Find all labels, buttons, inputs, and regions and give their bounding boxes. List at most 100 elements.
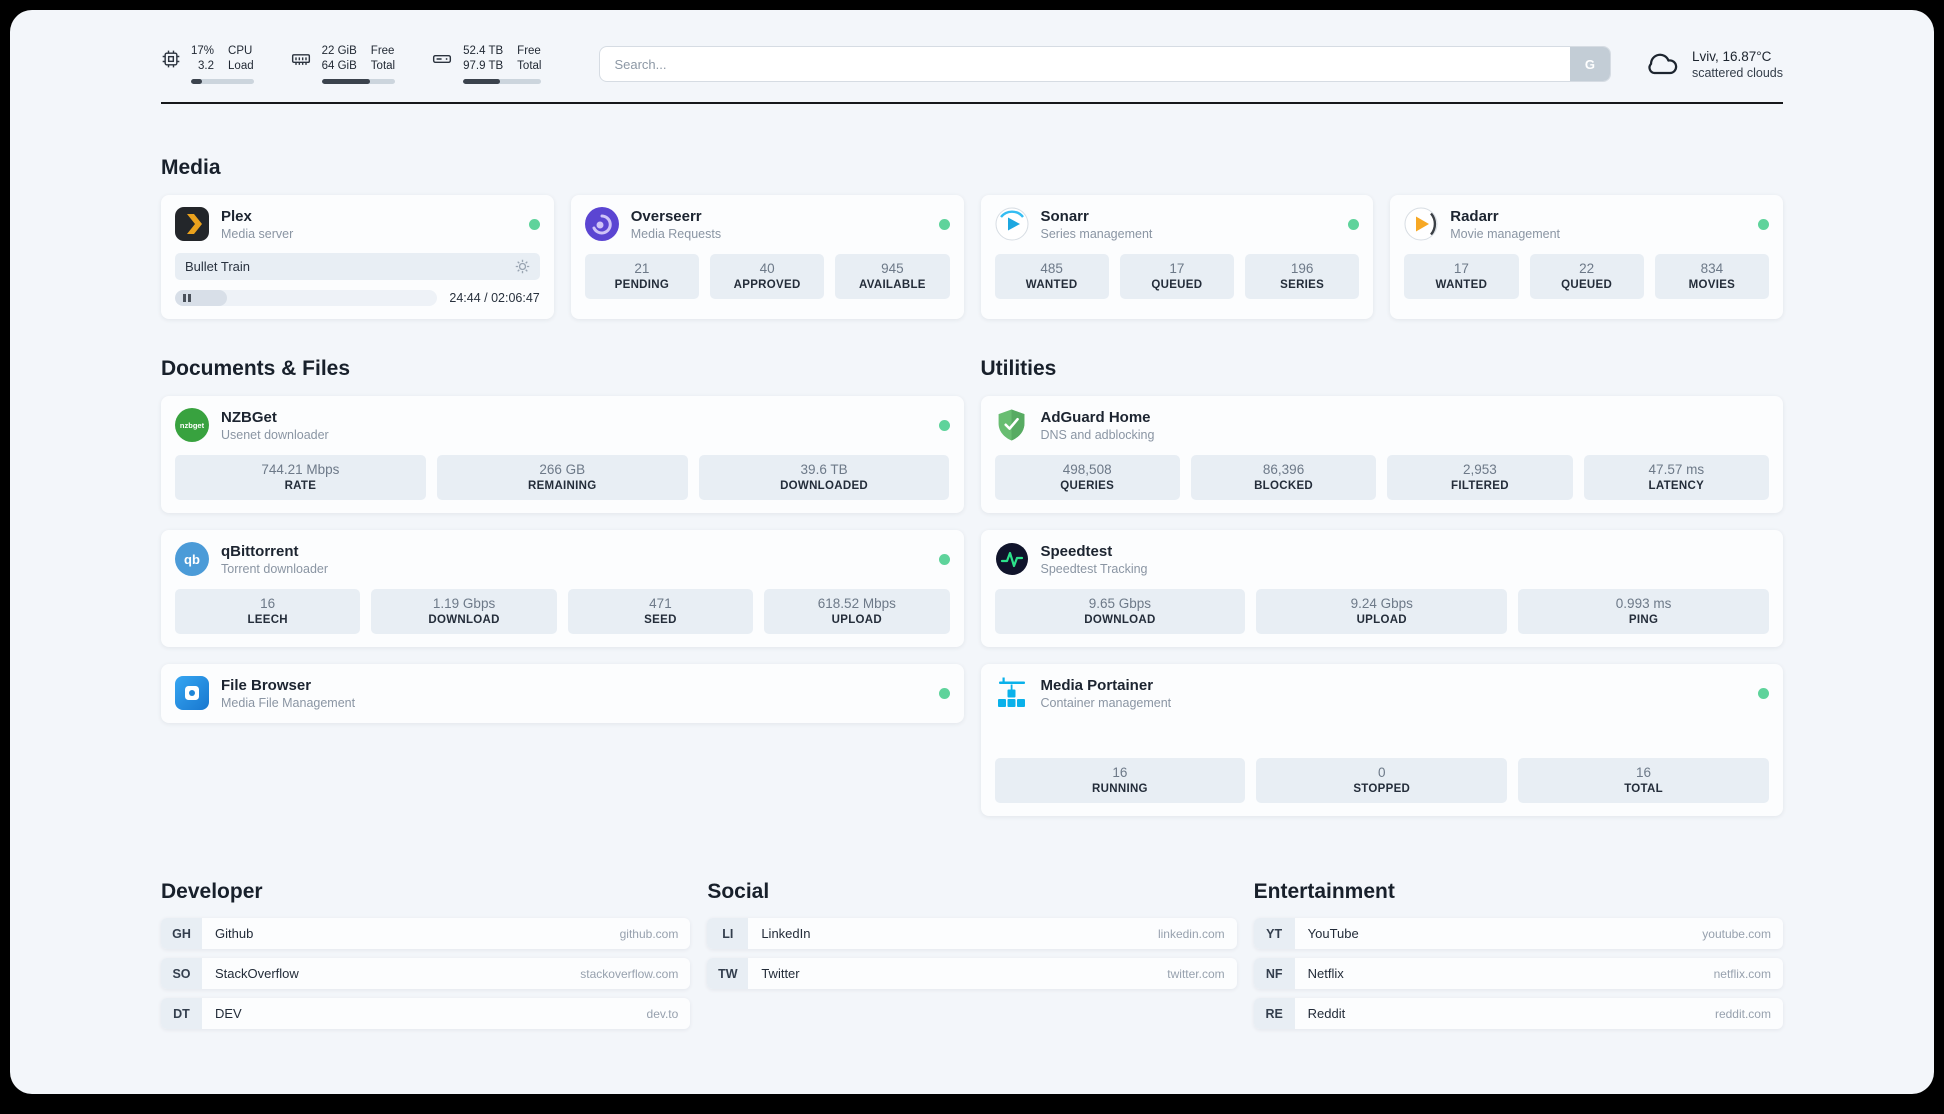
bookmark-github[interactable]: GH Github github.com — [161, 918, 691, 949]
stat-queries: 498,508 QUERIES — [994, 455, 1180, 500]
bookmark-url: linkedin.com — [1157, 926, 1225, 941]
service-card-plex[interactable]: Plex Media server Bullet Train — [161, 195, 554, 319]
service-name: Media Portainer — [1040, 676, 1154, 694]
bookmark-name: Netflix — [1307, 966, 1344, 981]
ram-progress-bar — [321, 79, 396, 84]
cpu-metric: 17% 3.2 CPU Load — [161, 44, 254, 84]
service-name: qBittorrent — [221, 542, 299, 560]
playback-progress-fill — [175, 290, 228, 306]
status-dot — [938, 218, 950, 230]
stat-filtered: 2,953 FILTERED — [1387, 455, 1573, 500]
stat-upload: 618.52 Mbps UPLOAD — [764, 589, 950, 634]
service-card-overseerr[interactable]: Overseerr Media Requests 21 PENDING 40 A… — [570, 195, 964, 319]
service-card-qbittorrent[interactable]: qb qBittorrent Torrent downloader 16 LEE… — [161, 530, 964, 647]
stat-stopped: 0 STOPPED — [1256, 758, 1508, 803]
stat-movies: 834 MOVIES — [1654, 254, 1769, 299]
pause-icon[interactable] — [183, 294, 191, 302]
bookmark-name: Github — [215, 926, 254, 941]
bookmark-abbr: SO — [161, 958, 202, 989]
bookmark-abbr: TW — [707, 958, 749, 989]
status-dot — [1758, 687, 1769, 699]
bookmark-name: DEV — [215, 1006, 242, 1021]
section-title-documents: Documents & Files — [161, 357, 351, 380]
service-card-sonarr[interactable]: Sonarr Series management 485 WANTED 17 Q… — [980, 195, 1374, 319]
stat-latency: 47.57 ms LATENCY — [1583, 455, 1769, 500]
bookmark-linkedin[interactable]: LI LinkedIn linkedin.com — [707, 918, 1237, 949]
service-name: AdGuard Home — [1040, 408, 1151, 426]
service-name: Sonarr — [1040, 207, 1089, 225]
speedtest-icon — [995, 542, 1029, 576]
stat-download: 9.65 Gbps DOWNLOAD — [994, 589, 1246, 634]
service-subtitle: Media File Management — [221, 695, 356, 710]
utilities-column: Utilities AdGuard Home DNS and adblockin… — [980, 357, 1783, 816]
gear-icon[interactable] — [515, 259, 530, 274]
stat-wanted: 17 WANTED — [1404, 254, 1519, 299]
entertainment-column: Entertainment YT YouTube youtube.com NF … — [1253, 880, 1783, 1029]
bookmark-youtube[interactable]: YT YouTube youtube.com — [1253, 918, 1783, 949]
stat-ping: 0.993 ms PING — [1518, 589, 1769, 634]
bookmark-abbr: DT — [161, 998, 202, 1029]
service-card-adguard[interactable]: AdGuard Home DNS and adblocking 498,508 … — [980, 396, 1783, 513]
search-input[interactable] — [599, 46, 1611, 82]
bookmark-twitter[interactable]: TW Twitter twitter.com — [707, 958, 1237, 989]
stat-queued: 17 QUEUED — [1119, 254, 1234, 299]
stat-seed: 471 SEED — [567, 589, 754, 634]
bookmark-abbr: RE — [1253, 998, 1295, 1029]
ram-metric: 22 GiB 64 GiB Free Total — [290, 44, 396, 84]
radarr-icon — [1404, 207, 1438, 241]
status-dot — [938, 687, 950, 699]
ram-total-value: 64 GiB — [321, 60, 357, 72]
bookmark-stackoverflow[interactable]: SO StackOverflow stackoverflow.com — [161, 958, 691, 989]
ram-label-1: Free — [370, 45, 395, 57]
bookmark-abbr: YT — [1253, 918, 1295, 949]
bookmark-netflix[interactable]: NF Netflix netflix.com — [1253, 958, 1783, 989]
service-card-speedtest[interactable]: Speedtest Speedtest Tracking 9.65 Gbps D… — [980, 530, 1783, 647]
service-card-portainer[interactable]: Media Portainer Container management 16 … — [980, 664, 1783, 816]
stat-approved: 40 APPROVED — [710, 254, 825, 299]
stat-downloaded: 39.6 TB DOWNLOADED — [698, 455, 950, 500]
service-card-filebrowser[interactable]: File Browser Media File Management — [161, 664, 964, 723]
disk-label-1: Free — [517, 45, 541, 57]
service-name: NZBGet — [221, 408, 277, 426]
qbittorrent-icon: qb — [175, 542, 209, 576]
plex-icon — [175, 207, 209, 241]
bookmark-dev[interactable]: DT DEV dev.to — [161, 998, 691, 1029]
stat-total: 16 TOTAL — [1518, 758, 1769, 803]
bookmark-abbr: GH — [161, 918, 202, 949]
service-card-nzbget[interactable]: nzbget NZBGet Usenet downloader 744.21 M… — [161, 396, 964, 513]
bookmark-abbr: NF — [1253, 958, 1295, 989]
adguard-icon — [995, 408, 1029, 442]
weather-condition: scattered clouds — [1691, 65, 1783, 80]
service-subtitle: Movie management — [1450, 226, 1561, 241]
service-card-radarr[interactable]: Radarr Movie management 17 WANTED 22 QUE… — [1390, 195, 1783, 319]
service-name: Overseerr — [630, 207, 702, 225]
social-column: Social LI LinkedIn linkedin.com TW Twitt… — [707, 880, 1237, 1029]
section-title-entertainment: Entertainment — [1253, 880, 1395, 903]
stat-remaining: 266 GB REMAINING — [436, 455, 688, 500]
dashboard-page: 17% 3.2 CPU Load — [10, 10, 1934, 1094]
disk-label-2: Total — [517, 60, 542, 72]
playback-progress-track[interactable] — [175, 290, 438, 306]
stat-blocked: 86,396 BLOCKED — [1190, 455, 1377, 500]
bookmark-reddit[interactable]: RE Reddit reddit.com — [1253, 998, 1783, 1029]
status-dot — [938, 419, 950, 431]
bookmark-name: LinkedIn — [761, 926, 811, 941]
service-subtitle: Usenet downloader — [221, 427, 329, 442]
weather-location: Lviv, 16.87°C — [1691, 48, 1772, 64]
service-name: Plex — [221, 207, 252, 225]
disk-total-value: 97.9 TB — [463, 60, 504, 72]
service-subtitle: Media Requests — [630, 226, 722, 241]
topbar-divider — [161, 102, 1783, 104]
stat-running: 16 RUNNING — [994, 758, 1246, 803]
disk-icon — [431, 49, 453, 69]
search-engine-button[interactable]: G — [1569, 47, 1610, 81]
bookmark-name: YouTube — [1307, 926, 1359, 941]
stat-rate: 744.21 Mbps RATE — [175, 455, 426, 500]
topbar: 17% 3.2 CPU Load — [161, 44, 1783, 84]
stat-queued: 22 QUEUED — [1529, 254, 1644, 299]
disk-metric: 52.4 TB 97.9 TB Free Total — [431, 44, 542, 84]
weather-widget[interactable]: Lviv, 16.87°C scattered clouds — [1643, 49, 1783, 80]
status-dot — [938, 553, 950, 565]
service-subtitle: DNS and adblocking — [1040, 427, 1155, 442]
cpu-load-value: 3.2 — [198, 60, 215, 72]
